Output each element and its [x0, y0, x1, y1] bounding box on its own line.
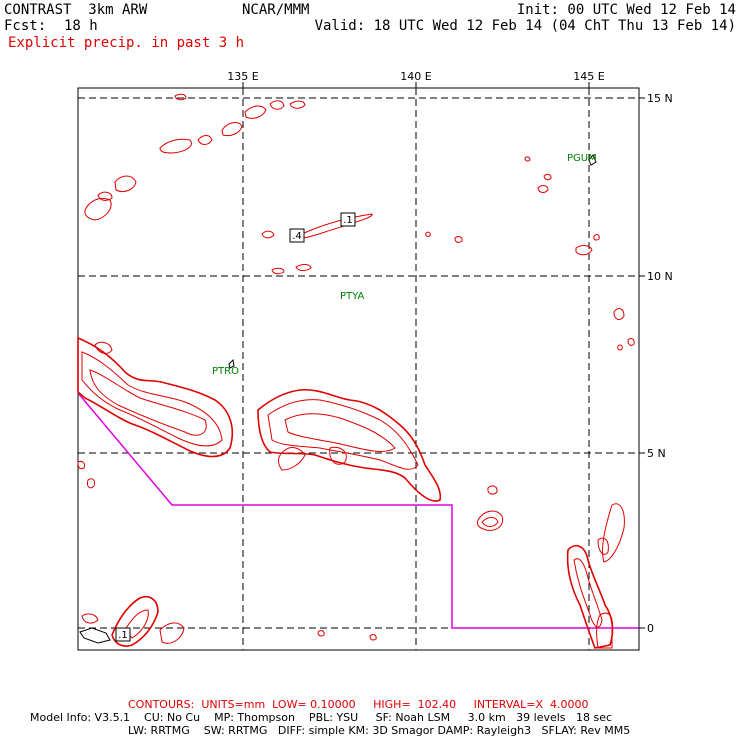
precip-cell: [87, 478, 95, 489]
lat-label-0: 0: [647, 622, 654, 635]
contour-value-labels: .4 .1 .1: [115, 212, 356, 642]
precip-band: [297, 213, 373, 239]
model-title: CONTRAST 3km ARW: [4, 2, 148, 18]
precip-cell: [289, 100, 306, 109]
forecast-hour: 18 h: [64, 18, 98, 34]
precip-contour-east-2: [573, 558, 603, 628]
contour-label: .1: [343, 215, 353, 226]
field-subtitle: Explicit precip. in past 3 h: [8, 35, 245, 51]
precip-cell: [97, 191, 113, 201]
station-label-pgum: PGUM: [567, 153, 597, 164]
coastline-island: [79, 627, 111, 644]
lon-label-140: 140 E: [400, 70, 431, 83]
precip-cell: [174, 93, 187, 101]
axis-ticks: [242, 82, 645, 629]
precip-cell: [627, 338, 635, 346]
precip-cell: [269, 100, 285, 110]
precip-cell: [476, 510, 504, 531]
precip-cell: [596, 612, 613, 649]
precip-cell: [159, 138, 192, 154]
map-frame: [77, 87, 640, 651]
precip-cell: [369, 634, 377, 641]
precip-cell: [295, 264, 312, 271]
contour-label-box: [289, 228, 305, 243]
precip-cell: [329, 446, 347, 465]
precip-cell: [601, 503, 625, 563]
precip-cell: [481, 517, 499, 527]
precip-contour-central: [257, 388, 442, 502]
lat-label-15: 15 N: [647, 92, 673, 105]
precip-cell: [575, 245, 593, 256]
precip-cell: [317, 630, 325, 637]
precip-cell: [244, 105, 267, 119]
precip-cell: [425, 231, 431, 237]
init-time: Init: 00 UTC Wed 12 Feb 14: [516, 2, 736, 18]
precip-cell: [81, 613, 99, 624]
station-label-ptro: PTRO: [212, 366, 239, 377]
precip-cell: [271, 267, 285, 275]
forecast-label: Fcst:: [4, 18, 47, 34]
precip-cell: [524, 156, 531, 162]
lon-label-135: 135 E: [227, 70, 258, 83]
precip-contour-southwest-2: [124, 609, 149, 639]
contour-label: .1: [118, 630, 128, 641]
model-info-line-1: Model Info: V3.5.1 CU: No Cu MP: Thompso…: [30, 711, 613, 724]
boundary-line: [77, 392, 639, 629]
precip-cell: [277, 447, 306, 471]
contour-label: .4: [292, 231, 302, 242]
precip-contour-west-3: [89, 369, 207, 436]
precip-cell: [487, 485, 498, 495]
precip-cell: [221, 122, 243, 137]
precip-contour-west-2: [81, 351, 223, 447]
lat-label-5: 5 N: [647, 447, 666, 460]
coastline-guam: [588, 154, 597, 166]
contour-legend: CONTOURS: UNITS=mm LOW= 0.10000 HIGH= 10…: [128, 698, 589, 711]
precip-contour-central-3: [284, 413, 396, 452]
coastline-palau: [228, 358, 235, 369]
precip-cell: [159, 622, 185, 644]
precip-cell: [543, 173, 552, 181]
precip-contour-southwest: [111, 596, 159, 647]
model-info-line-2: LW: RRTMG SW: RRTMG DIFF: simple KM: 3D …: [128, 724, 631, 737]
precip-cell: [114, 175, 137, 193]
station-label-ptya: PTYA: [340, 291, 364, 302]
lat-label-10: 10 N: [647, 270, 673, 283]
precip-contours: [77, 93, 635, 649]
contour-label-box: [115, 627, 131, 642]
precip-cell: [593, 234, 600, 241]
lat-lon-grid: [78, 88, 639, 650]
precip-cell: [77, 460, 85, 470]
precip-cell: [454, 236, 463, 243]
precip-cell: [197, 135, 213, 145]
valid-time: Valid: 18 UTC Wed 12 Feb 14 (04 ChT Thu …: [314, 18, 736, 34]
precip-contour-central-2: [267, 399, 419, 470]
precip-contour-west: [77, 336, 234, 458]
precip-cell: [597, 537, 609, 555]
lon-label-145: 145 E: [573, 70, 604, 83]
precip-cell: [84, 197, 112, 221]
precip-cell: [261, 230, 275, 239]
precip-cell: [94, 341, 113, 354]
precip-cell: [537, 185, 549, 193]
organization: NCAR/MMM: [242, 2, 310, 18]
precip-cell: [617, 344, 623, 351]
precip-cell: [613, 308, 625, 320]
contour-label-box: [340, 212, 356, 227]
coastlines: [79, 154, 597, 644]
